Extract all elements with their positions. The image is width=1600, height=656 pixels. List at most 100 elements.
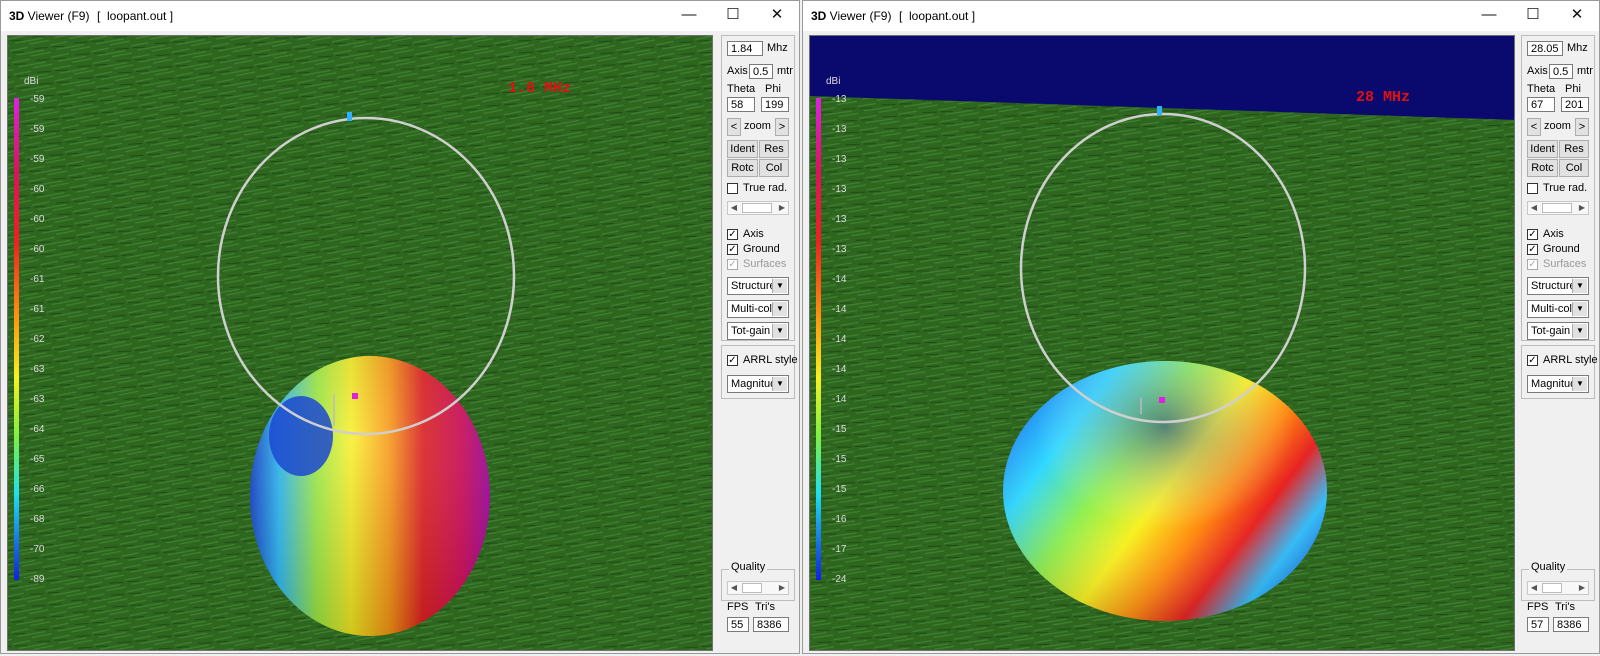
fps-label: FPS [1527, 601, 1549, 613]
scale-tick-label: -13 [832, 214, 847, 225]
zoom-out-button[interactable]: < [727, 118, 741, 136]
frequency-input[interactable]: 1.84 [727, 41, 763, 56]
minimize-icon[interactable]: — [1481, 6, 1497, 23]
scroll-right-icon[interactable]: ▶ [778, 583, 786, 592]
axis-checkbox[interactable]: ✓ [1527, 229, 1538, 240]
phi-input[interactable]: 201 [1561, 97, 1589, 112]
arrl-style-label: ARRL style [743, 354, 798, 366]
scroll-left-icon[interactable]: ◀ [1530, 583, 1538, 592]
maximize-icon[interactable]: ☐ [1526, 6, 1540, 23]
close-icon[interactable]: ✕ [770, 6, 784, 23]
chevron-down-icon[interactable]: ▼ [1572, 302, 1587, 316]
quality-slider[interactable]: ◀ ▶ [727, 581, 789, 595]
arrl-style-checkbox[interactable]: ✓ [727, 355, 738, 366]
true-rad-checkbox[interactable] [727, 183, 738, 194]
gain-select[interactable]: Tot-gain ▼ [727, 322, 789, 340]
scale-tick-label: -16 [832, 514, 847, 525]
loop-antenna [1019, 106, 1307, 424]
ground-label: Ground [1543, 243, 1580, 255]
zoom-in-button[interactable]: > [1575, 118, 1589, 136]
scale-tick-label: -63 [30, 364, 45, 375]
title-bar[interactable]: 3D Viewer (F9) [ loopant.out ] — ☐ ✕ [803, 1, 1599, 31]
true-rad-label: True rad. [1543, 182, 1588, 194]
structure-select[interactable]: Structure ▼ [727, 277, 789, 295]
theta-input[interactable]: 58 [727, 97, 755, 112]
scroll-right-icon[interactable]: ▶ [1578, 583, 1586, 592]
phi-input[interactable]: 199 [761, 97, 789, 112]
scale-tick-label: -14 [832, 304, 847, 315]
file-name: [ loopant.out ] [899, 9, 976, 23]
scale-tick-label: -59 [30, 124, 45, 135]
true-rad-slider[interactable]: ◀ ▶ [1527, 201, 1589, 215]
chevron-down-icon[interactable]: ▼ [772, 324, 787, 338]
ground-checkbox[interactable]: ✓ [1527, 244, 1538, 255]
ground-checkbox[interactable]: ✓ [727, 244, 738, 255]
zoom-out-button[interactable]: < [1527, 118, 1541, 136]
color-select[interactable]: Multi-colo ▼ [1527, 300, 1589, 318]
arrl-style-label: ARRL style [1543, 354, 1598, 366]
axis-checkbox[interactable]: ✓ [727, 229, 738, 240]
res-button[interactable]: Res [759, 140, 789, 158]
theta-label: Theta [727, 83, 756, 95]
maximize-icon[interactable]: ☐ [726, 6, 740, 23]
surfaces-checkbox[interactable]: ✓ [1527, 259, 1538, 270]
arrl-style-checkbox[interactable]: ✓ [1527, 355, 1538, 366]
tris-value: 8386 [1553, 617, 1589, 632]
3d-viewport[interactable]: dBi -59 -59 -59 -60 -60 -60 -61 -61 -62 -63 -63 -64… [7, 35, 713, 651]
quality-label: Quality [1529, 561, 1568, 573]
scale-tick-label: -89 [30, 574, 45, 585]
chevron-down-icon[interactable]: ▼ [1572, 377, 1587, 391]
scroll-right-icon[interactable]: ▶ [1578, 203, 1586, 212]
surfaces-checkbox[interactable]: ✓ [727, 259, 738, 270]
scroll-right-icon[interactable]: ▶ [778, 203, 786, 212]
axis-input[interactable]: 0.5 [1549, 64, 1573, 79]
true-rad-checkbox[interactable] [1527, 183, 1538, 194]
color-scale: dBi -13 -13 -13 -13 -13 -13 -14 -14 -14 -14 -14 -15… [816, 76, 847, 585]
close-icon[interactable]: ✕ [1570, 6, 1584, 23]
tris-value: 8386 [753, 617, 789, 632]
zoom-in-button[interactable]: > [775, 118, 789, 136]
structure-select[interactable]: Structure ▼ [1527, 277, 1589, 295]
col-button[interactable]: Col [759, 159, 789, 177]
frequency-input[interactable]: 28.05 [1527, 41, 1563, 56]
ident-button[interactable]: Ident [727, 140, 758, 158]
radiation-pattern [250, 356, 490, 636]
chevron-down-icon[interactable]: ▼ [1572, 324, 1587, 338]
surfaces-label: Surfaces [743, 258, 787, 270]
chevron-down-icon[interactable]: ▼ [772, 302, 787, 316]
gain-select[interactable]: Tot-gain ▼ [1527, 322, 1589, 340]
scale-tick-label: -17 [832, 544, 847, 555]
quality-slider[interactable]: ◀ ▶ [1527, 581, 1589, 595]
chevron-down-icon[interactable]: ▼ [772, 279, 787, 293]
scroll-left-icon[interactable]: ◀ [1530, 203, 1538, 212]
scroll-left-icon[interactable]: ◀ [730, 583, 738, 592]
scroll-left-icon[interactable]: ◀ [730, 203, 738, 212]
minimize-icon[interactable]: — [681, 6, 697, 23]
window-title: 3D Viewer (F9) [9, 9, 90, 23]
color-select[interactable]: Multi-colo ▼ [727, 300, 789, 318]
scale-tick-label: -65 [30, 454, 45, 465]
magnitude-select[interactable]: Magnitud ▼ [727, 375, 789, 393]
scale-unit: dBi [826, 76, 840, 87]
theta-input[interactable]: 67 [1527, 97, 1555, 112]
rotc-button[interactable]: Rotc [727, 159, 758, 177]
true-rad-slider[interactable]: ◀ ▶ [727, 201, 789, 215]
axis-input[interactable]: 0.5 [749, 64, 773, 79]
title-bar[interactable]: 3D Viewer (F9) [ loopant.out ] — ☐ ✕ [1, 1, 799, 31]
scale-tick-label: -60 [30, 184, 45, 195]
scale-tick-label: -70 [30, 544, 45, 555]
frequency-unit: Mhz [767, 42, 788, 54]
band-label: 1.8 MHz [508, 80, 571, 97]
chevron-down-icon[interactable]: ▼ [1572, 279, 1587, 293]
band-label: 28 MHz [1356, 89, 1410, 106]
magnitude-select[interactable]: Magnitud ▼ [1527, 375, 1589, 393]
res-button[interactable]: Res [1559, 140, 1589, 158]
chevron-down-icon[interactable]: ▼ [772, 377, 787, 391]
rotc-button[interactable]: Rotc [1527, 159, 1558, 177]
scale-tick-label: -15 [832, 454, 847, 465]
ident-button[interactable]: Ident [1527, 140, 1558, 158]
col-button[interactable]: Col [1559, 159, 1589, 177]
scale-tick-label: -13 [832, 184, 847, 195]
3d-viewport[interactable]: dBi -13 -13 -13 -13 -13 -13 -14 -14 -14 -14 -14 -15… [809, 35, 1515, 651]
control-panel: 28.05 Mhz Axis 0.5 mtr Theta Phi 67 201 … [1519, 35, 1598, 651]
